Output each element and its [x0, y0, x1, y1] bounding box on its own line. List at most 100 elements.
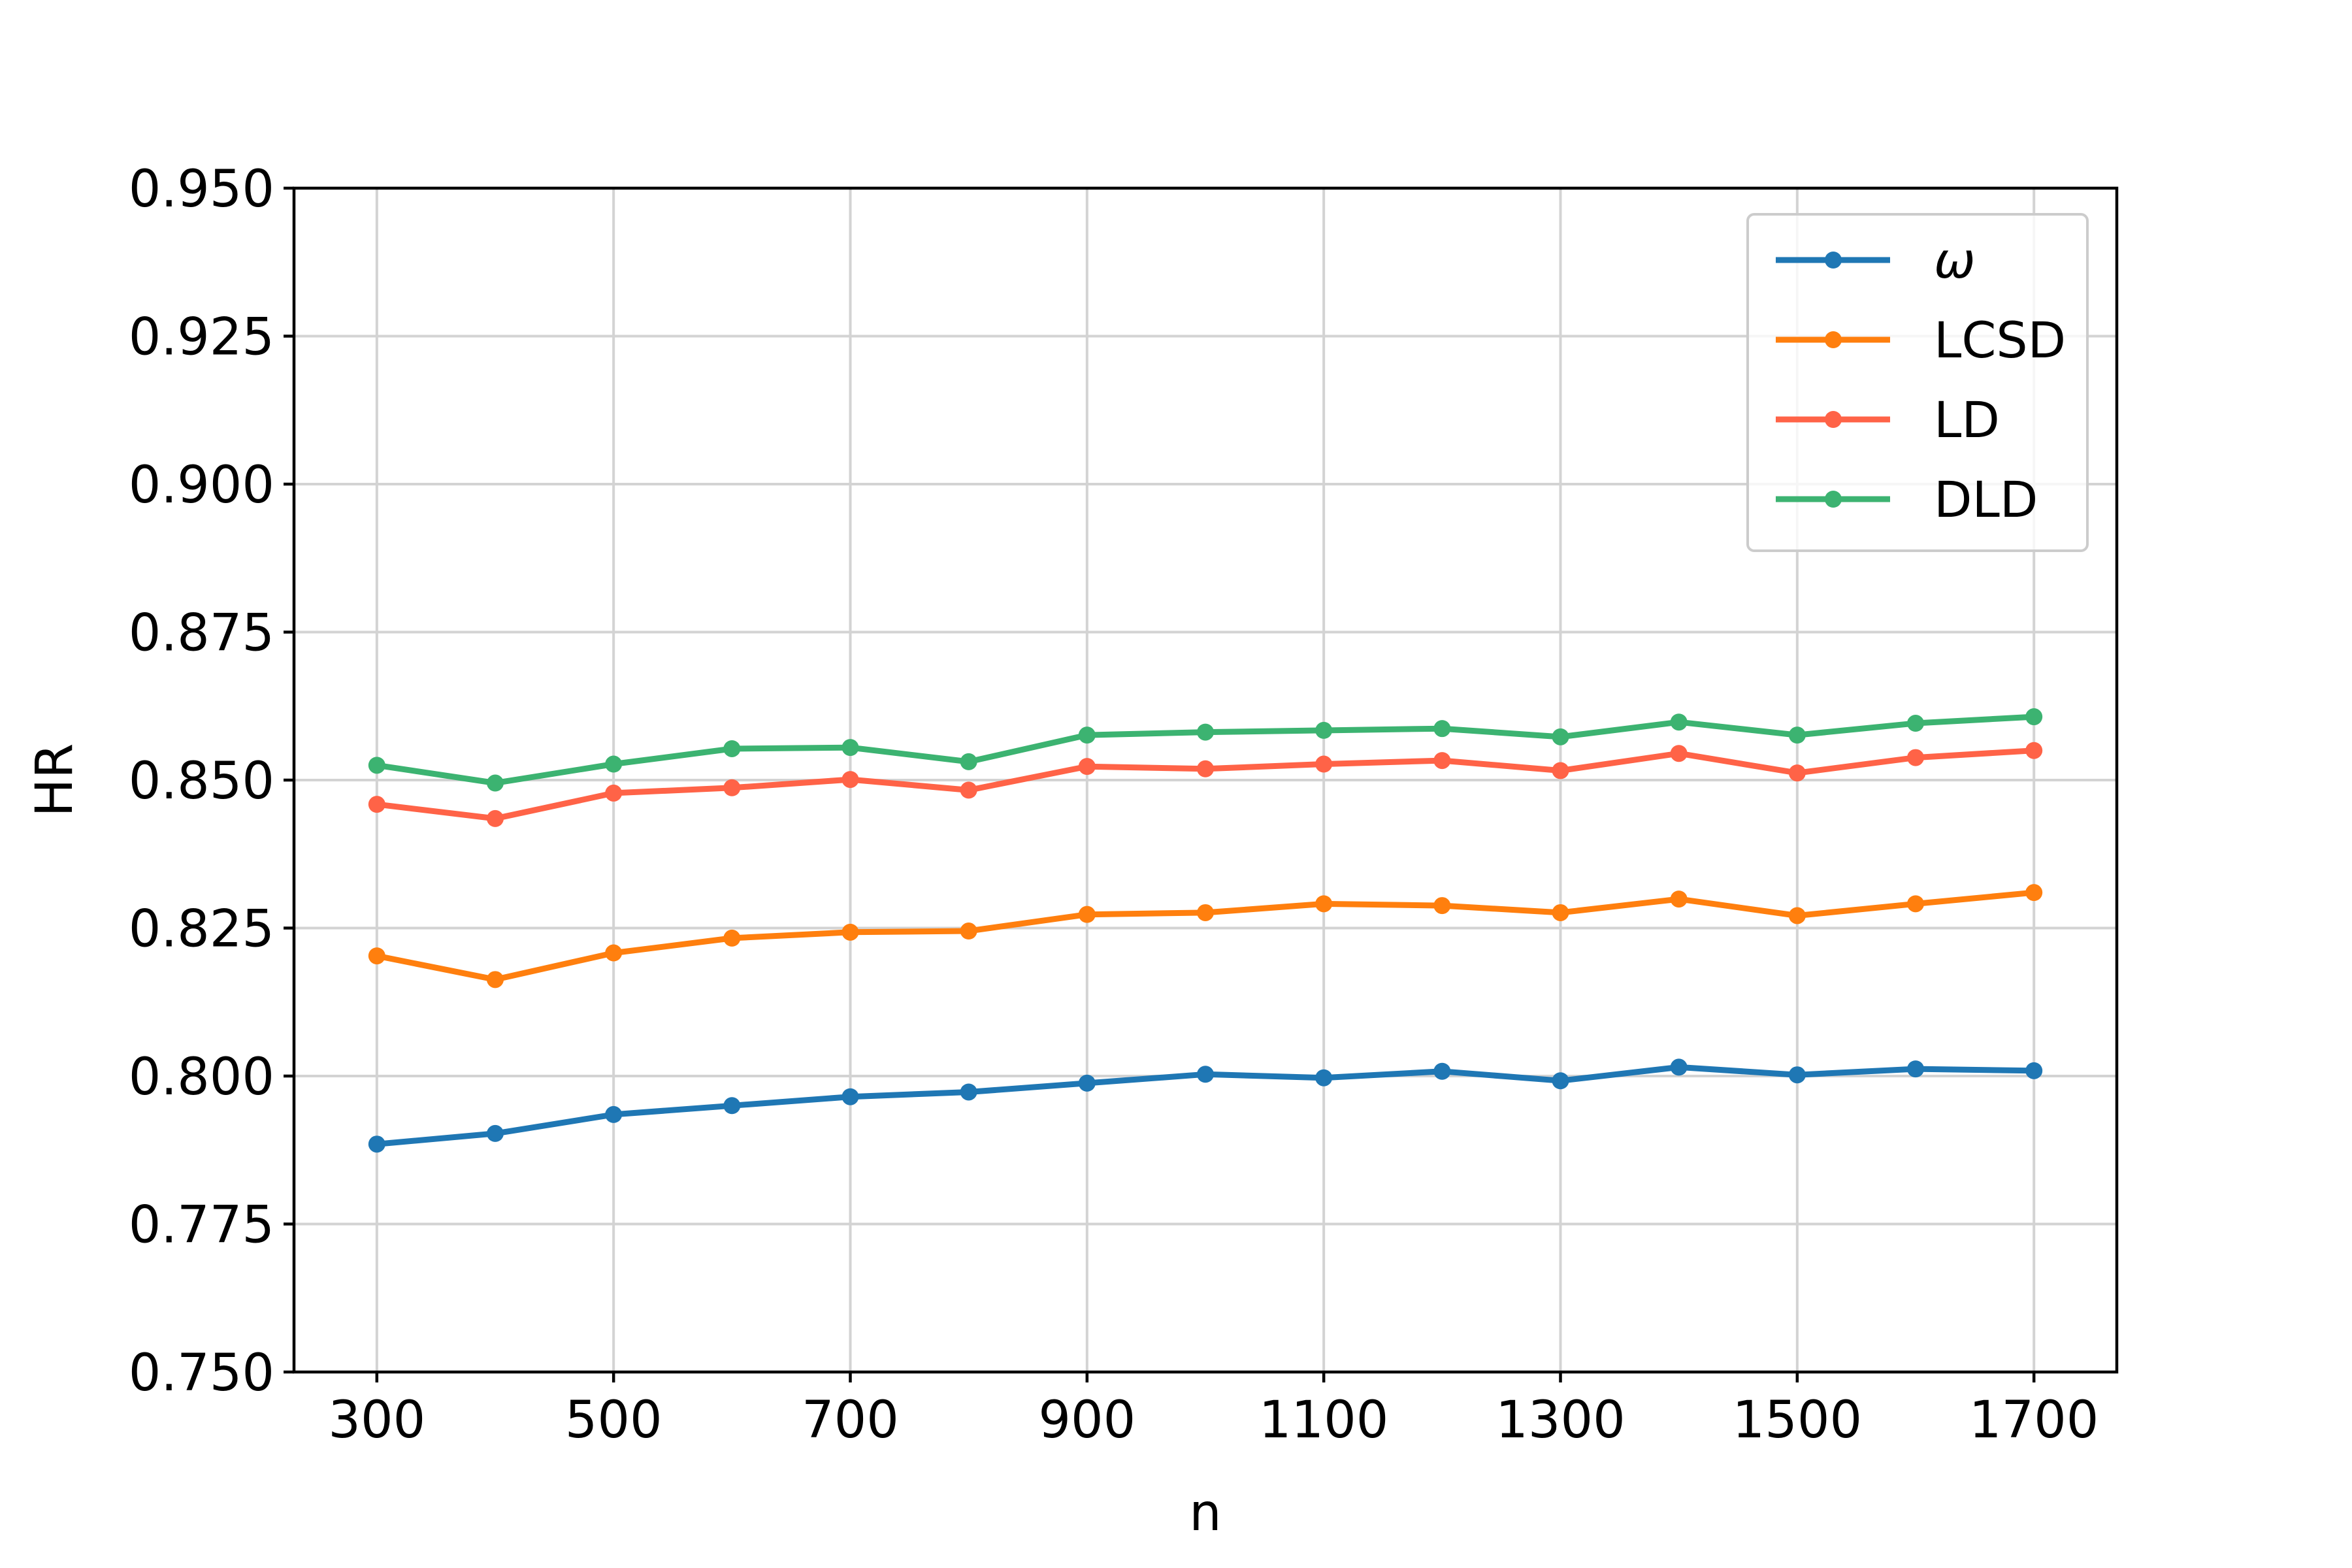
x-tick-label: 1300 — [1495, 1391, 1625, 1450]
legend-swatch-marker — [1825, 491, 1842, 508]
data-point — [368, 947, 385, 965]
data-point — [1197, 1066, 1214, 1083]
data-point — [841, 771, 859, 789]
x-tick-label: 300 — [328, 1391, 425, 1450]
data-point — [1078, 1074, 1096, 1092]
data-point — [1552, 728, 1569, 745]
data-point — [2025, 1062, 2043, 1079]
y-tick-label: 0.900 — [129, 456, 274, 515]
x-tick-label: 1700 — [1969, 1391, 2099, 1450]
data-point — [723, 740, 741, 757]
data-point — [2025, 708, 2043, 726]
data-point — [1433, 897, 1451, 915]
data-point — [1078, 758, 1096, 776]
y-tick-label: 0.800 — [129, 1048, 274, 1107]
legend-swatch-marker — [1825, 252, 1842, 269]
data-point — [1670, 890, 1688, 908]
legend-swatch-marker — [1825, 331, 1842, 348]
legend-swatch-marker — [1825, 411, 1842, 428]
data-point — [605, 944, 623, 962]
data-point — [1078, 727, 1096, 744]
data-point — [841, 923, 859, 941]
data-point — [1197, 760, 1214, 777]
data-point — [1315, 1069, 1333, 1086]
data-point — [605, 755, 623, 773]
data-point — [1552, 904, 1569, 921]
legend-label: LD — [1934, 391, 2000, 449]
data-point — [368, 757, 385, 774]
data-point — [1433, 1062, 1451, 1080]
data-point — [368, 796, 385, 813]
data-point — [723, 929, 741, 947]
legend-label: ω — [1934, 231, 1976, 289]
data-point — [1552, 762, 1569, 779]
data-point — [1670, 713, 1688, 731]
data-point — [723, 779, 741, 796]
y-tick-label: 0.825 — [129, 900, 274, 959]
data-point — [1670, 745, 1688, 762]
data-point — [1315, 895, 1333, 913]
data-point — [1078, 906, 1096, 923]
x-tick-label: 1100 — [1259, 1391, 1389, 1450]
x-tick-label: 500 — [565, 1391, 662, 1450]
y-tick-label: 0.875 — [129, 604, 274, 663]
series-dld — [368, 708, 2043, 792]
data-point — [605, 1105, 623, 1123]
data-point — [723, 1097, 741, 1115]
data-point — [960, 753, 977, 770]
data-point — [486, 971, 504, 988]
data-point — [1907, 715, 1925, 732]
x-tick-label: 900 — [1038, 1391, 1135, 1450]
series-layer — [368, 708, 2043, 1153]
data-point — [1552, 1072, 1569, 1090]
data-point — [1788, 907, 1806, 924]
legend-box — [1746, 213, 2089, 552]
legend-label: DLD — [1934, 470, 2038, 529]
data-point — [1670, 1058, 1688, 1076]
data-point — [368, 1135, 385, 1153]
legend-entry-lcsd: LCSD — [1776, 311, 2066, 369]
y-tick-label: 0.775 — [129, 1196, 274, 1255]
data-point — [605, 784, 623, 802]
series-ld — [368, 742, 2043, 827]
y-tick-label: 0.925 — [129, 308, 274, 367]
data-point — [1197, 723, 1214, 741]
legend-entry-omega: ω — [1776, 231, 1976, 289]
data-point — [1788, 727, 1806, 744]
y-tick-label: 0.850 — [129, 752, 274, 811]
data-point — [1907, 749, 1925, 766]
data-point — [960, 923, 977, 940]
data-point — [1433, 720, 1451, 738]
data-point — [486, 809, 504, 827]
data-point — [960, 781, 977, 799]
tick-layer: 300 500 700 900 1100 1300 1500 1700 0.750 0.775 0.… — [129, 160, 2099, 1450]
x-tick-label: 700 — [802, 1391, 899, 1450]
data-point — [2025, 884, 2043, 902]
data-point — [1788, 1066, 1806, 1084]
data-point — [486, 774, 504, 792]
legend-entry-dld: DLD — [1776, 470, 2038, 529]
data-point — [1788, 764, 1806, 782]
data-point — [1315, 721, 1333, 739]
data-point — [1907, 895, 1925, 913]
legend-entry-ld: LD — [1776, 391, 2000, 449]
x-tick-label: 1500 — [1733, 1391, 1863, 1450]
data-point — [486, 1124, 504, 1142]
data-point — [1197, 904, 1214, 921]
series-omega — [368, 1058, 2043, 1153]
data-point — [1907, 1060, 1925, 1078]
x-axis-title: n — [1189, 1484, 1221, 1543]
data-point — [841, 739, 859, 757]
series-lcsd — [368, 884, 2043, 988]
y-tick-label: 0.750 — [129, 1344, 274, 1403]
y-axis-title: HR — [25, 743, 84, 817]
data-point — [1315, 755, 1333, 773]
data-point — [2025, 742, 2043, 759]
data-point — [960, 1083, 977, 1101]
data-point — [1433, 752, 1451, 770]
legend: ω LCSD LD DLD — [1746, 213, 2089, 552]
data-point — [841, 1088, 859, 1105]
legend-label: LCSD — [1934, 311, 2066, 369]
y-tick-label: 0.950 — [129, 160, 274, 219]
